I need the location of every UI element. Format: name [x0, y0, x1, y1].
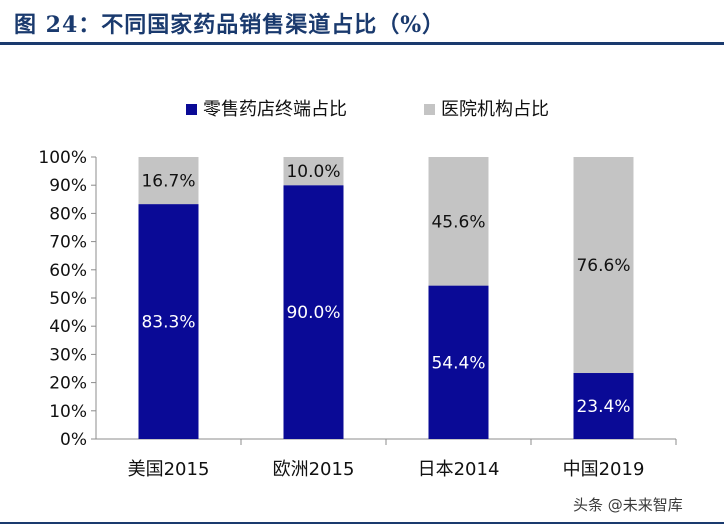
- x-tick-label: 中国2019: [563, 459, 645, 480]
- y-tick-label: 50%: [49, 289, 87, 309]
- hospital-bar-segment: [283, 157, 344, 186]
- hospital-bar-segment: [428, 157, 489, 286]
- retail-bar-segment: [138, 204, 199, 439]
- data-label: 45.6%: [431, 212, 485, 232]
- title-bar: 图 24：不同国家药品销售渠道占比（%）: [0, 0, 724, 40]
- retail-bar-segment: [573, 373, 634, 439]
- bottom-divider: [0, 522, 724, 524]
- y-tick-label: 100%: [38, 148, 87, 168]
- legend-swatch-retail: [186, 104, 197, 115]
- watermark: 头条 @未来智库: [573, 496, 683, 514]
- y-tick-label: 80%: [49, 204, 87, 224]
- y-tick-label: 20%: [49, 374, 87, 394]
- retail-bar-segment: [428, 285, 489, 439]
- y-tick-label: 10%: [49, 402, 87, 422]
- x-tick-label: 欧洲2015: [273, 459, 355, 480]
- data-label: 54.4%: [431, 353, 485, 373]
- y-tick-label: 0%: [60, 430, 87, 450]
- legend-swatch-hospital: [424, 104, 435, 115]
- y-tick-label: 60%: [49, 261, 87, 281]
- legend-label: 零售药店终端占比: [203, 99, 347, 120]
- legend-label: 医院机构占比: [441, 99, 549, 120]
- retail-bar-segment: [283, 185, 344, 439]
- data-label: 16.7%: [141, 172, 195, 192]
- figure-title: 图 24：不同国家药品销售渠道占比（%）: [14, 12, 446, 38]
- hospital-bar-segment: [573, 157, 634, 374]
- data-label: 83.3%: [141, 313, 195, 333]
- data-label: 90.0%: [286, 303, 340, 323]
- data-label: 10.0%: [286, 162, 340, 182]
- y-tick-label: 30%: [49, 345, 87, 365]
- hospital-bar-segment: [138, 157, 199, 205]
- title-divider: [0, 42, 724, 45]
- y-tick-label: 90%: [49, 176, 87, 196]
- y-tick-label: 40%: [49, 317, 87, 337]
- x-tick-label: 日本2014: [418, 459, 500, 480]
- y-tick-label: 70%: [49, 233, 87, 253]
- x-tick-label: 美国2015: [128, 459, 210, 480]
- data-label: 76.6%: [576, 256, 630, 276]
- data-label: 23.4%: [576, 397, 630, 417]
